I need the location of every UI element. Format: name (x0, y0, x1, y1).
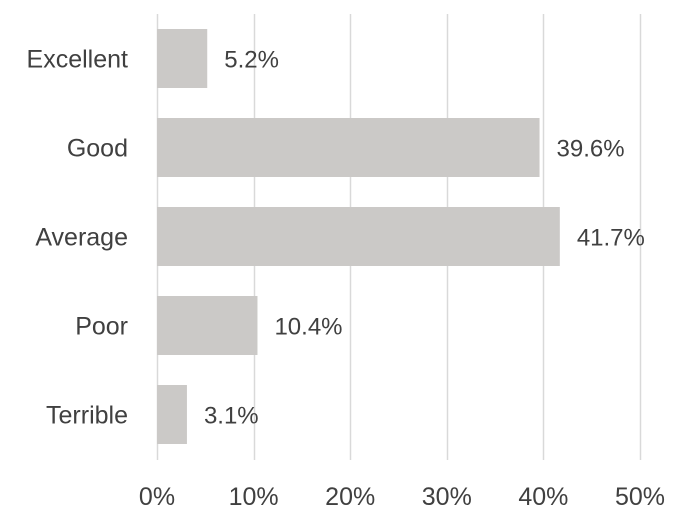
x-tick-label-20: 20% (325, 483, 375, 511)
x-tick-label-40: 40% (518, 483, 568, 511)
data-label-poor: 10.4% (274, 314, 342, 341)
data-label-terrible: 3.1% (204, 403, 259, 430)
bar-good (157, 118, 540, 177)
x-tick-label-10: 10% (229, 483, 279, 511)
data-label-good: 39.6% (557, 136, 625, 163)
bar-average (157, 207, 560, 266)
x-tick-label-30: 30% (422, 483, 472, 511)
category-label-average: Average (35, 224, 128, 252)
bar-poor (157, 296, 258, 355)
data-labels: 5.2% 39.6% 41.7% 10.4% 3.1% (204, 47, 645, 430)
category-label-good: Good (67, 135, 128, 163)
data-label-excellent: 5.2% (224, 47, 279, 74)
category-label-poor: Poor (75, 313, 128, 341)
x-tick-label-50: 50% (615, 483, 665, 511)
category-label-terrible: Terrible (46, 402, 128, 430)
x-tick-label-0: 0% (139, 483, 175, 511)
bars (157, 29, 560, 444)
category-label-excellent: Excellent (27, 46, 128, 74)
data-label-average: 41.7% (577, 225, 645, 252)
x-axis-tick-labels: 0% 10% 20% 30% 40% 50% (139, 483, 665, 511)
bar-terrible (157, 385, 187, 444)
bar-excellent (157, 29, 208, 88)
category-labels: Excellent Good Average Poor Terrible (27, 46, 128, 430)
